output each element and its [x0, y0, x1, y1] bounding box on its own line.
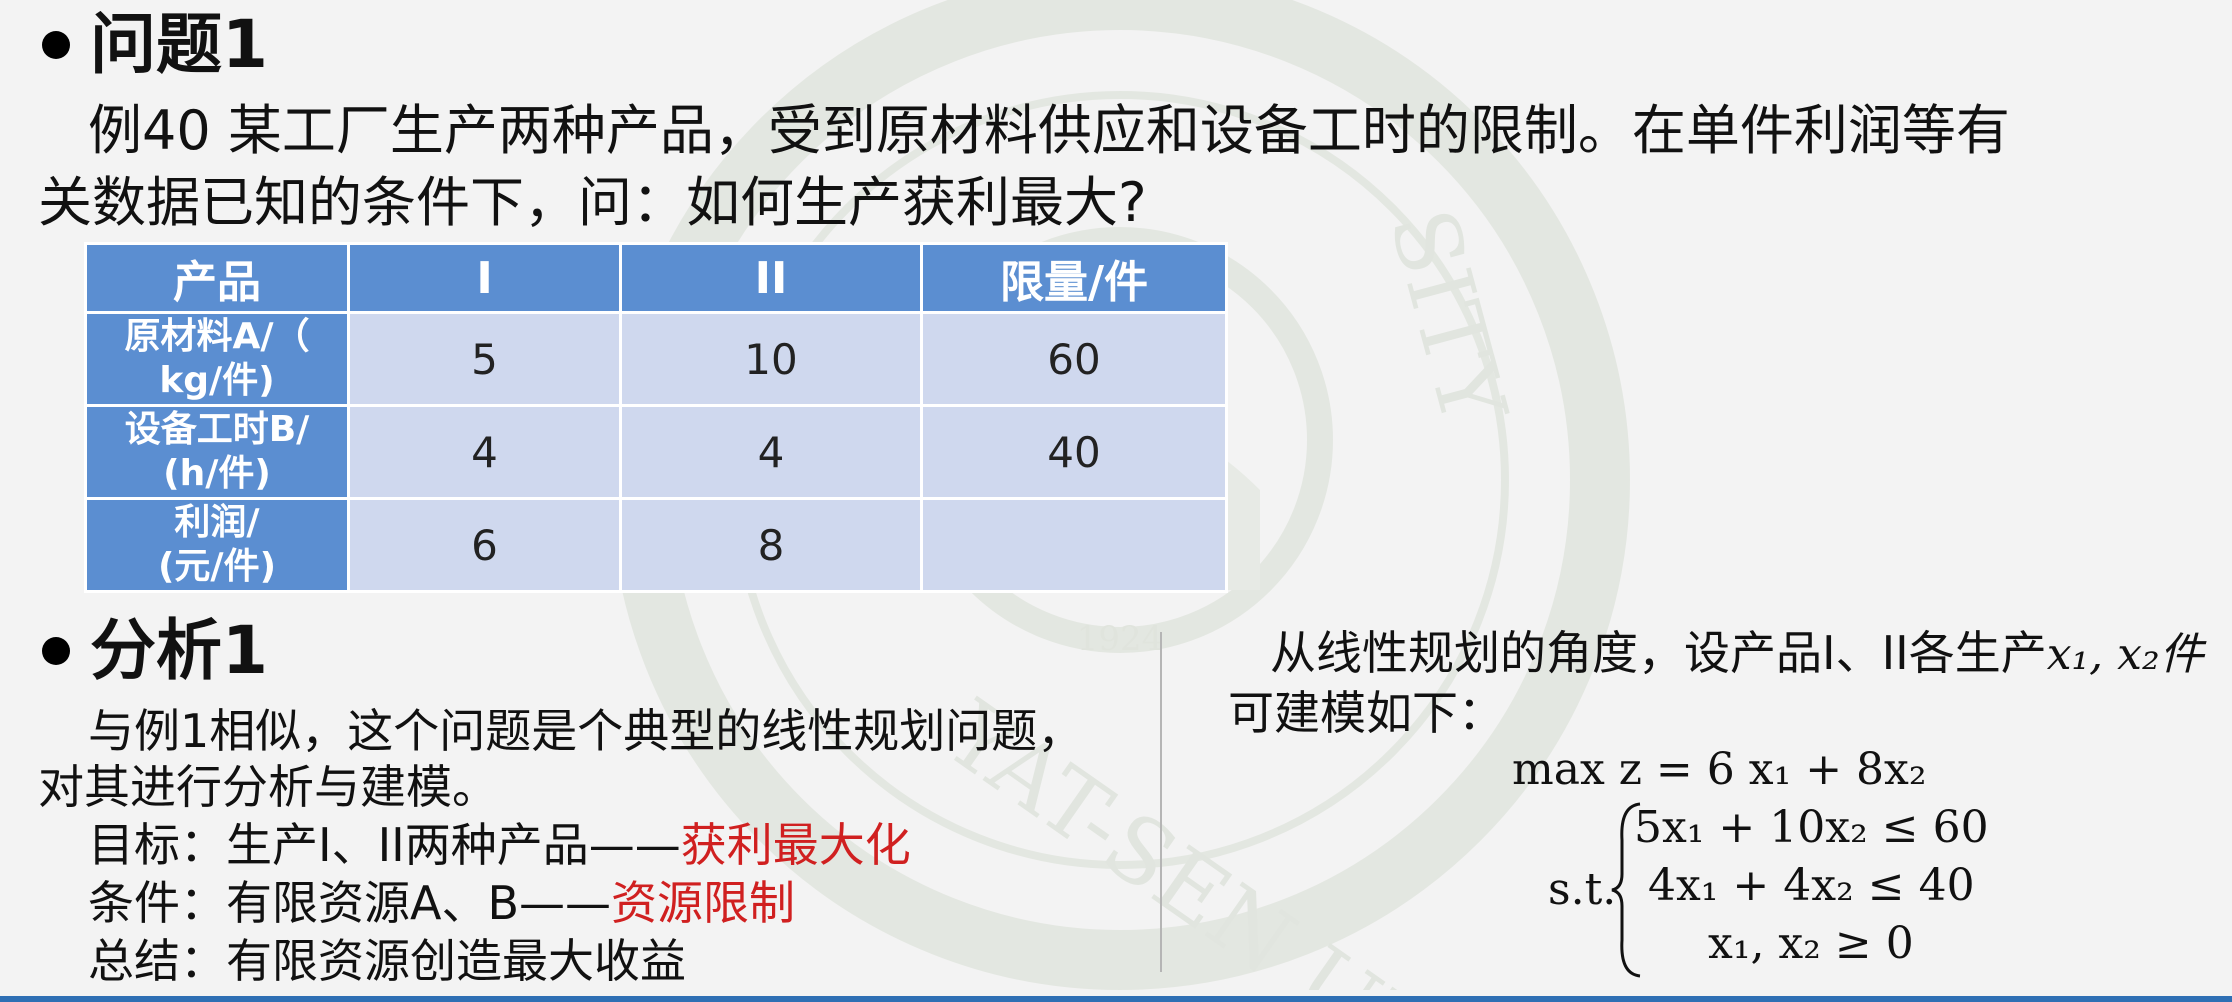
table-header-product: 产品 — [84, 242, 350, 314]
subject-to-label: s.t. — [1548, 864, 1617, 915]
row-label-equipment: 设备工时B/ (h/件) — [84, 404, 350, 500]
bullet-icon — [42, 31, 70, 59]
constraint-equipment: 4x₁ + 4x₂ ≤ 40 — [1648, 860, 1975, 911]
row-label-line: (h/件) — [163, 453, 271, 494]
table-cell: 4 — [619, 404, 923, 500]
row-label-material: 原材料A/（ kg/件) — [84, 311, 350, 407]
product-data-table: 产品 I II 限量/件 原材料A/（ kg/件) 5 10 60 设备工时B/… — [84, 242, 1228, 593]
seal-year: 1924 — [1077, 619, 1164, 659]
problem-text-line2: 关数据已知的条件下，问：如何生产获利最大? — [38, 171, 1147, 234]
table-cell: 40 — [920, 404, 1228, 500]
table-header-product-1: I — [347, 242, 622, 314]
analysis-line2: 对其进行分析与建模。 — [38, 760, 498, 814]
analysis-condition: 条件：有限资源A、B——资源限制 — [88, 874, 795, 932]
section-title: 分析1 — [90, 612, 268, 689]
row-label-line: 原材料A/（ — [124, 316, 310, 357]
condition-text: 条件：有限资源A、B—— — [88, 876, 612, 930]
table-cell: 5 — [347, 311, 622, 407]
row-label-line: (元/件) — [157, 546, 277, 587]
table-header-limit: 限量/件 — [920, 242, 1228, 314]
goal-highlight: 获利最大化 — [680, 818, 911, 872]
table-row: 设备工时B/ (h/件) 4 4 40 — [84, 404, 1228, 500]
analysis-summary: 总结：有限资源创造最大收益 — [88, 934, 686, 988]
table-row: 原材料A/（ kg/件) 5 10 60 — [84, 311, 1228, 407]
table-cell — [920, 497, 1228, 593]
table-cell: 60 — [920, 311, 1228, 407]
table-cell: 8 — [619, 497, 923, 593]
section-heading-analysis: 分析1 — [42, 618, 268, 684]
row-label-line: kg/件) — [159, 360, 275, 401]
goal-text: 目标：生产I、II两种产品—— — [88, 818, 681, 872]
problem-text-line1: 例40 某工厂生产两种产品，受到原材料供应和设备工时的限制。在单件利润等有 — [88, 99, 2010, 162]
section-heading-problem: 问题1 — [42, 12, 268, 78]
table-cell: 10 — [619, 311, 923, 407]
constraint-nonnegativity: x₁, x₂ ≥ 0 — [1708, 918, 1914, 969]
model-intro-line2: 可建模如下： — [1228, 686, 1504, 740]
row-label-profit: 利润/ (元/件) — [84, 497, 350, 593]
column-divider — [1160, 632, 1162, 972]
table-row: 利润/ (元/件) 6 8 — [84, 497, 1228, 593]
analysis-goal: 目标：生产I、II两种产品——获利最大化 — [88, 816, 911, 874]
objective-function: max z = 6 x₁ + 8x₂ — [1512, 744, 1927, 795]
section-title: 问题1 — [90, 6, 268, 83]
model-intro-line1: 从线性规划的角度，设产品I、II各生产x₁, x₂件 — [1270, 624, 2204, 684]
condition-highlight: 资源限制 — [611, 876, 796, 930]
row-label-line: 设备工时B/ — [124, 409, 310, 450]
model-intro-text: 从线性规划的角度，设产品I、II各生产 — [1270, 626, 2047, 680]
table-cell: 6 — [347, 497, 622, 593]
table-header-product-2: II — [619, 242, 923, 314]
model-intro-vars: x₁, x₂件 — [2046, 629, 2204, 680]
table-cell: 4 — [347, 404, 622, 500]
constraint-material: 5x₁ + 10x₂ ≤ 60 — [1634, 802, 1989, 853]
row-label-line: 利润/ — [174, 502, 260, 543]
table-header-row: 产品 I II 限量/件 — [84, 242, 1228, 314]
analysis-line1: 与例1相似，这个问题是个典型的线性规划问题， — [88, 704, 1084, 758]
bullet-icon — [42, 637, 70, 665]
brace-icon — [1611, 802, 1641, 978]
bottom-accent-bar — [0, 996, 2232, 1002]
